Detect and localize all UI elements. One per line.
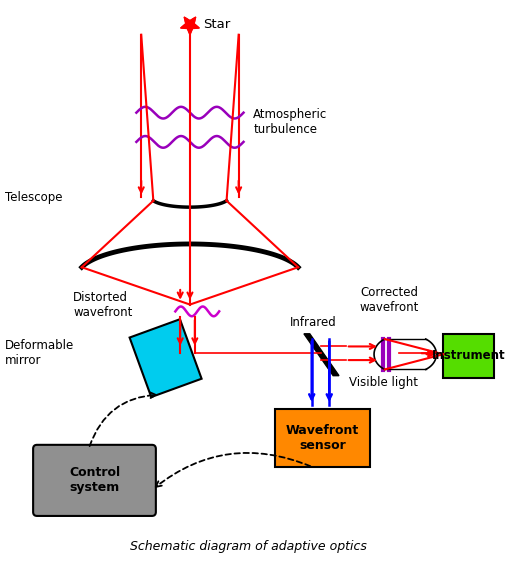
Bar bbox=[442, 334, 493, 378]
Text: Infrared: Infrared bbox=[290, 316, 336, 329]
Text: Corrected
wavefront: Corrected wavefront bbox=[359, 286, 418, 314]
Text: Wavefront
sensor: Wavefront sensor bbox=[285, 424, 358, 452]
Text: Visible light: Visible light bbox=[348, 376, 417, 389]
Text: Distorted
wavefront: Distorted wavefront bbox=[73, 290, 132, 319]
Text: Instrument: Instrument bbox=[431, 349, 504, 362]
Text: Atmospheric
turbulence: Atmospheric turbulence bbox=[253, 108, 327, 137]
Bar bbox=[129, 319, 201, 397]
Text: Deformable
mirror: Deformable mirror bbox=[5, 339, 74, 367]
Text: Schematic diagram of adaptive optics: Schematic diagram of adaptive optics bbox=[130, 540, 366, 553]
Polygon shape bbox=[303, 334, 338, 376]
FancyBboxPatch shape bbox=[33, 445, 156, 516]
Bar bbox=[274, 409, 370, 467]
Text: Star: Star bbox=[203, 18, 231, 32]
Text: Control
system: Control system bbox=[69, 467, 120, 494]
Text: Telescope: Telescope bbox=[5, 191, 62, 204]
Polygon shape bbox=[180, 17, 199, 35]
